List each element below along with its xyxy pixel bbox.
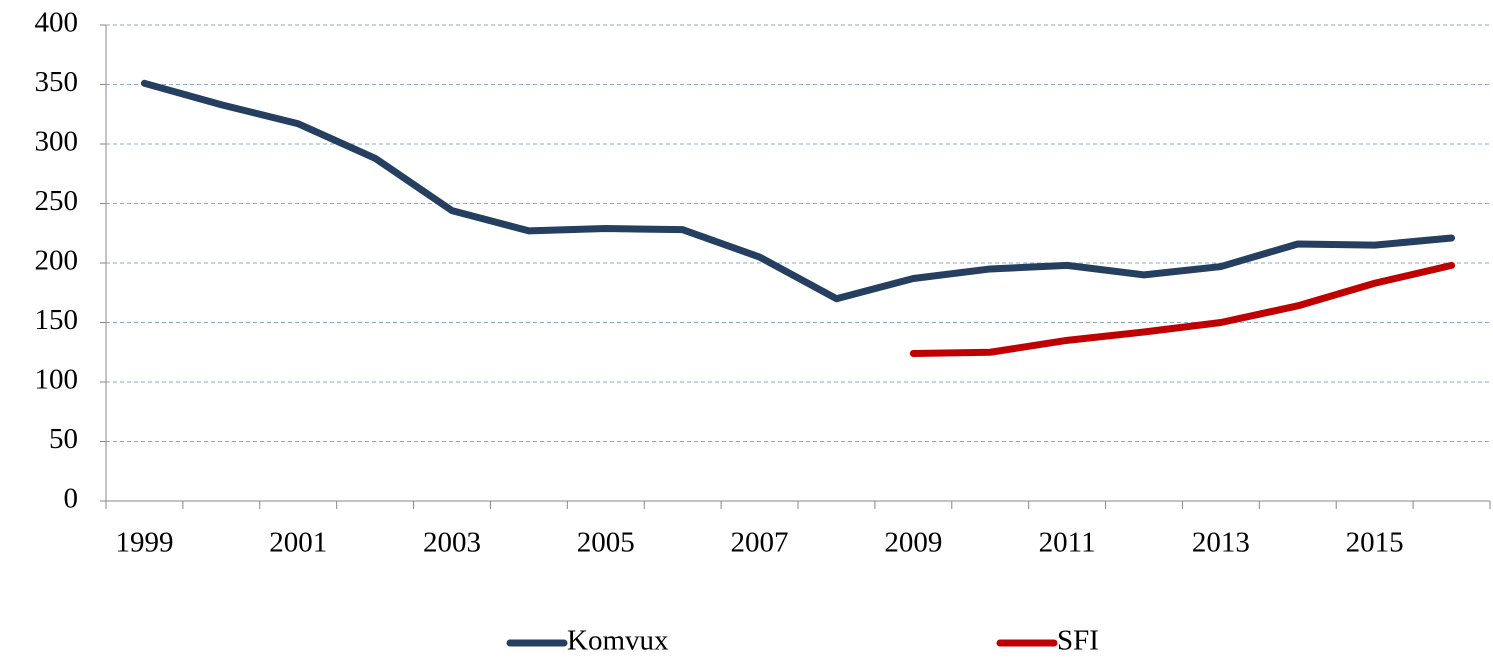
y-tick-label: 0 [64, 483, 79, 515]
legend-label: Komvux [567, 625, 669, 657]
x-tick-label: 2009 [884, 527, 942, 559]
x-tick-label: 2001 [269, 527, 327, 559]
x-tick-label: 1999 [115, 527, 173, 559]
y-tick-label: 350 [35, 66, 79, 98]
x-tick-label: 2011 [1039, 527, 1096, 559]
legend-label: SFI [1057, 625, 1099, 657]
x-tick-label: 2005 [577, 527, 635, 559]
y-tick-label: 150 [35, 304, 79, 336]
series-line [140, 79, 1456, 303]
x-tick-label: 2007 [731, 527, 789, 559]
y-tick-label: 200 [35, 245, 79, 277]
x-tick-label: 2015 [1346, 527, 1404, 559]
series-line [909, 261, 1456, 357]
x-tick-label: 2003 [423, 527, 481, 559]
y-tick-label: 50 [49, 423, 78, 455]
y-tick-label: 400 [35, 7, 79, 39]
y-tick-label: 300 [35, 126, 79, 158]
y-tick-label: 100 [35, 364, 79, 396]
y-tick-label: 250 [35, 185, 79, 217]
x-tick-label: 2013 [1192, 527, 1250, 559]
